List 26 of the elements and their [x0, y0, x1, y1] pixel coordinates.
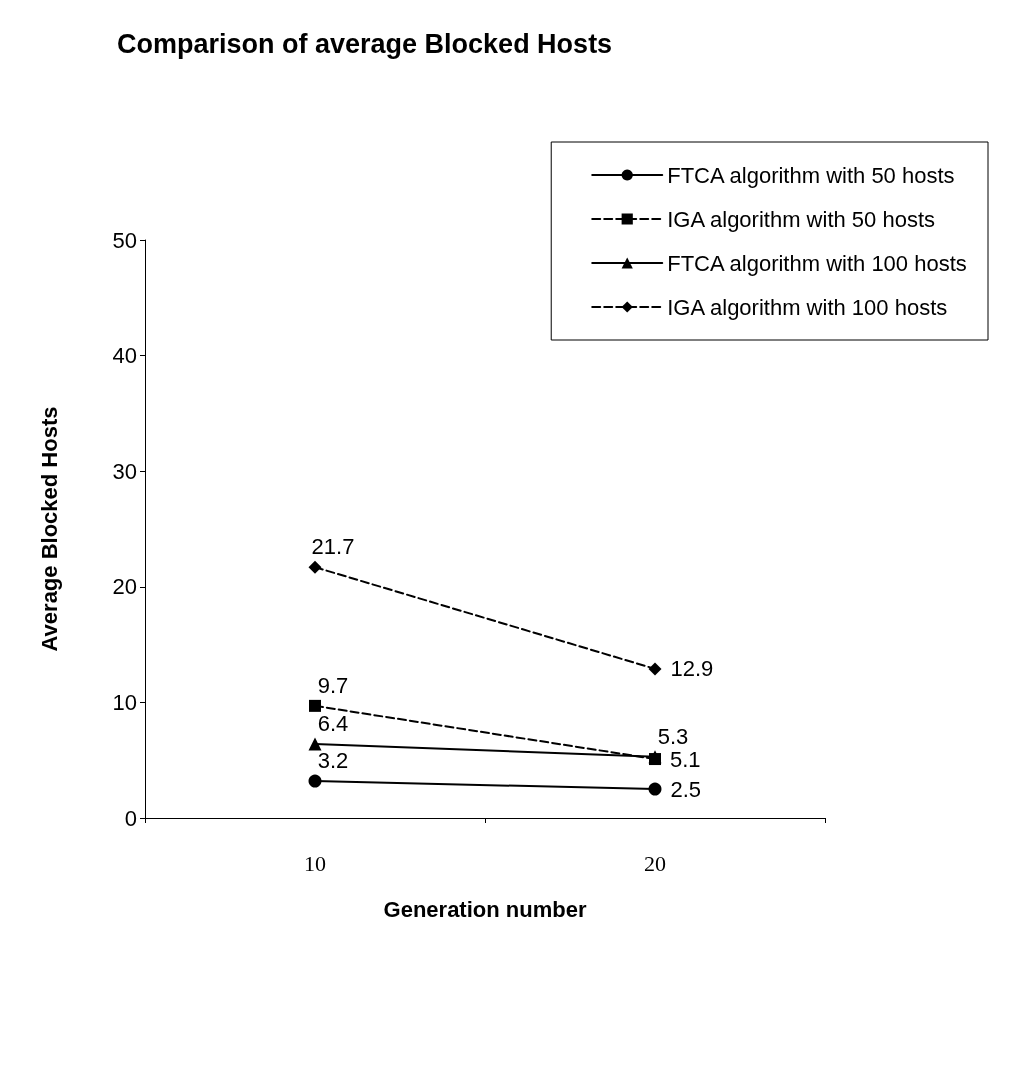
point [308, 560, 322, 574]
y-tick-label: 10 [112, 689, 137, 715]
legend-label: IGA algorithm with 100 hosts [667, 294, 948, 320]
point [648, 782, 662, 796]
data-label: 21.7 [311, 534, 355, 560]
data-label: 6.4 [317, 711, 349, 737]
data-label: 3.2 [317, 748, 349, 774]
x-axis-title: Generation number [383, 896, 587, 922]
legend-label: FTCA algorithm with 100 hosts [667, 250, 967, 276]
y-tick-label: 40 [112, 343, 137, 369]
data-label: 2.5 [670, 776, 702, 802]
y-tick-label: 20 [112, 574, 137, 600]
data-label: 9.7 [317, 673, 349, 699]
legend-label: FTCA algorithm with 50 hosts [667, 162, 955, 188]
point [648, 662, 662, 676]
y-tick-label: 50 [112, 227, 137, 253]
chart-title: Comparison of average Blocked Hosts [117, 28, 613, 59]
y-tick-label: 30 [112, 458, 137, 484]
point [309, 699, 321, 712]
y-axis-title: Average Blocked Hosts [36, 406, 62, 652]
data-label: 12.9 [670, 656, 714, 682]
legend-label: IGA algorithm with 50 hosts [667, 206, 936, 232]
data-label: 5.1 [670, 746, 701, 772]
data-label: 5.3 [657, 723, 689, 749]
point [308, 774, 322, 788]
y-tick-label: 0 [124, 805, 137, 831]
